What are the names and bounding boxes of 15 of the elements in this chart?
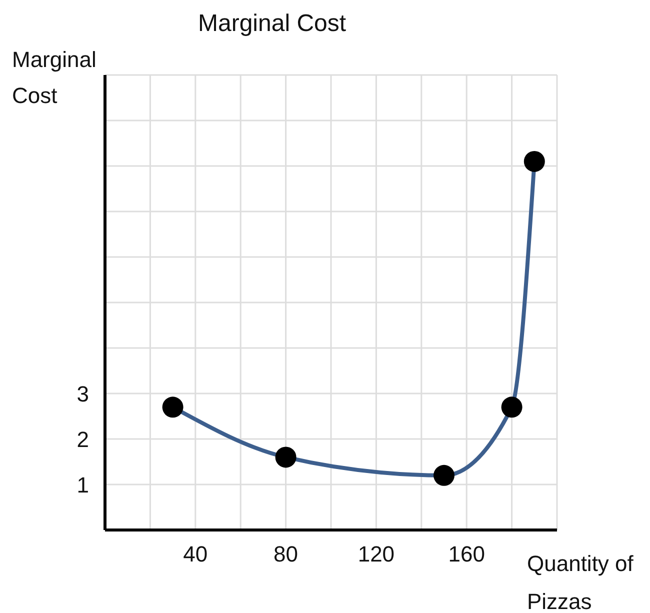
y-tick-label: 2 [76, 426, 89, 452]
point [434, 464, 454, 486]
point [162, 396, 184, 418]
point [524, 150, 545, 172]
y-tick-label: 3 [76, 381, 89, 406]
x-tick-label: 80 [274, 542, 298, 567]
point [275, 446, 296, 468]
x-axis-title: Quantity of Pizzas [527, 550, 634, 613]
chart-title: Marginal Cost [198, 10, 346, 38]
x-tick-label: 120 [358, 542, 395, 567]
y-tick-label: 1 [76, 472, 89, 498]
point [501, 396, 522, 418]
x-tick-label: 40 [183, 542, 208, 567]
x-tick-label: 160 [448, 542, 485, 567]
y-axis-title: Marginal Cost [12, 46, 98, 110]
